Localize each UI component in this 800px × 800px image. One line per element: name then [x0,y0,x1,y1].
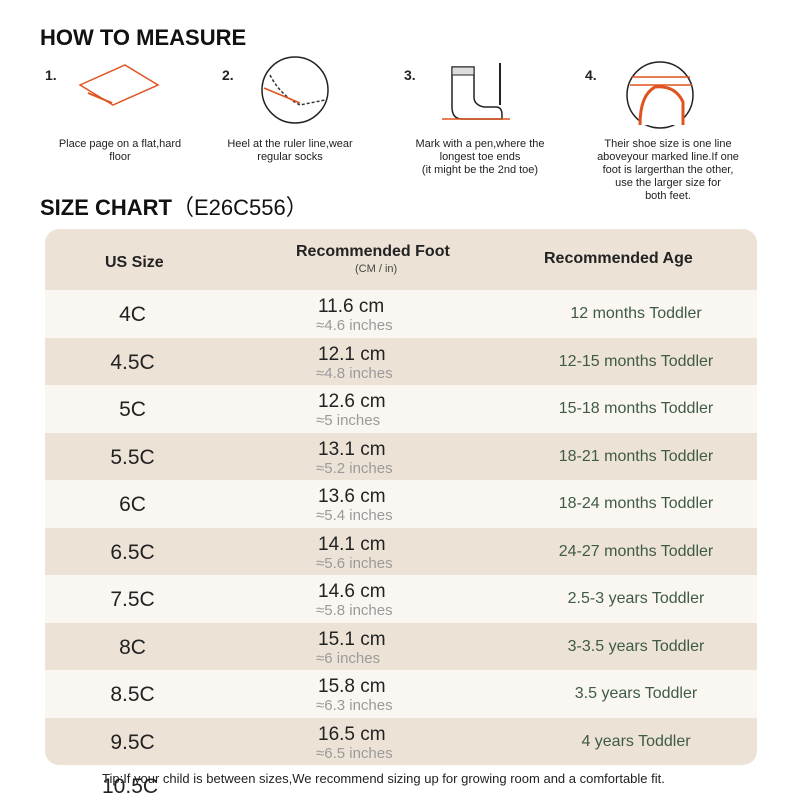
size-chart-code: （E26C556） [172,195,308,220]
age-cell: 12 months Toddler [570,305,702,322]
size-cell: 8C [119,635,146,659]
inch-cell: ≈6.3 inches [316,697,393,714]
age-cell: 4 years Toddler [581,732,691,750]
table-row: 5C 12.6 cm ≈5 inches 15-18 months Toddler [45,385,757,433]
size-cell: 5.5C [110,445,155,469]
cm-cell: 12.1 cm [318,343,386,365]
age-cell: 3-3.5 years Toddler [567,637,705,655]
caption-line: use the larger size for [615,177,721,189]
step-icons [78,56,694,129]
table-row: 6C 13.6 cm ≈5.4 inches 18-24 months Toddler [45,480,757,528]
cm-cell: 13.6 cm [318,486,386,507]
size-cell: 8.5C [110,683,155,706]
age-cell: 2.5-3 years Toddler [567,590,705,607]
size-cell: 7.5C [110,588,155,611]
caption-line: regular socks [257,151,323,163]
icon-sock [442,63,510,120]
inch-cell: ≈6.5 inches [316,744,393,762]
caption-line: Heel at the ruler line,wear [227,138,353,150]
size-cell: 6.5C [110,540,155,564]
cm-cell: 14.1 cm [318,533,386,555]
size-cell: 4C [119,303,146,326]
caption-line: both feet. [645,190,691,202]
step-number: 1. [45,67,57,83]
caption-line: longest toe ends [439,151,521,163]
step-number: 4. [585,67,597,83]
caption-line: Mark with a pen,where the [415,138,545,150]
age-cell: 18-24 months Toddler [558,495,714,512]
step-caption: Mark with a pen,where the longest toe end… [390,138,570,177]
overflow-size: 10.5C [102,775,159,798]
measure-title: HOW TO MEASURE [40,25,247,50]
inch-cell: ≈5.8 inches [316,602,393,619]
inch-cell: ≈4.6 inches [316,317,393,334]
table-row: 9.5C 16.5 cm ≈6.5 inches 4 years Toddler [45,717,757,765]
caption-line: foot is largerthan the other, [602,164,734,176]
caption-line: floor [109,151,131,163]
table-row: 4C 11.6 cm ≈4.6 inches 12 months Toddler [45,290,757,338]
cm-cell: 16.5 cm [318,723,386,745]
cm-cell: 15.1 cm [318,628,386,650]
caption-line: Their shoe size is one line [604,138,732,150]
table-row: 5.5C 13.1 cm ≈5.2 inches 18-21 months Toddl… [45,432,757,480]
size-chart-heading: SIZE CHART（E26C556） [40,190,308,222]
icon-paper [78,64,160,106]
inch-cell: ≈5.4 inches [316,507,393,524]
step-caption: Place page on a flat,hard floor [30,138,210,164]
size-cell: 5C [119,398,146,421]
caption-line: aboveyour marked line.If one [597,151,739,163]
cm-cell: 12.6 cm [318,391,386,412]
header-cell: Recommended Foot [296,243,450,260]
table-row: 7.5C 14.6 cm ≈5.8 inches 2.5-3 years Toddle… [45,575,757,623]
caption-line: (it might be the 2nd toe) [421,164,539,176]
table-row: 8.5C 15.8 cm ≈6.3 inches 3.5 years Toddler [45,670,757,718]
inch-cell: ≈5.2 inches [316,459,393,477]
inch-cell: ≈5 inches [316,412,381,429]
icon-foot [626,61,694,129]
table-row: 8C 15.1 cm ≈6 inches 3-3.5 years Toddler [45,622,757,670]
size-cell: 6C [119,493,146,516]
cm-cell: 11.6 cm [318,296,385,317]
table-row: 4.5C 12.1 cm ≈4.8 inches 12-15 months Toddl… [45,337,757,385]
inch-cell: ≈5.6 inches [316,554,393,572]
size-cell: 4.5C [110,350,155,374]
header-cell: US Size [105,254,164,271]
caption-line: Place page on a flat,hard [58,138,182,150]
age-cell: 15-18 months Toddler [558,400,714,417]
step-number: 2. [222,67,234,83]
age-cell: 3.5 years Toddler [574,685,698,702]
age-cell: 18-21 months Toddler [558,447,714,465]
size-table: US Size Recommended Foot (CM / in) Recom… [45,229,757,765]
table-row: 6.5C 14.1 cm ≈5.6 inches 24-27 months Toddl… [45,527,757,575]
size-cell: 9.5C [110,730,155,754]
header-unit: (CM / in) [355,263,398,275]
cm-cell: 13.1 cm [318,438,386,460]
inch-cell: ≈6 inches [316,649,381,667]
age-cell: 12-15 months Toddler [558,352,714,370]
step-caption: Their shoe size is one line aboveyour mar… [578,138,758,203]
age-cell: 24-27 months Toddler [558,542,714,560]
size-chart-title: SIZE CHART [40,195,172,220]
icon-heel [261,56,329,124]
step-caption: Heel at the ruler line,wear regular socks [200,138,380,164]
header-row: US Size Recommended Foot (CM / in) Recom… [45,229,757,290]
step-number: 3. [404,67,416,83]
header-cell: Recommended Age [544,250,693,267]
cm-cell: 15.8 cm [318,676,386,697]
inch-cell: ≈4.8 inches [316,364,393,382]
tip: Tip:If your child is between sizes,We re… [102,771,665,786]
cm-cell: 14.6 cm [318,581,386,602]
